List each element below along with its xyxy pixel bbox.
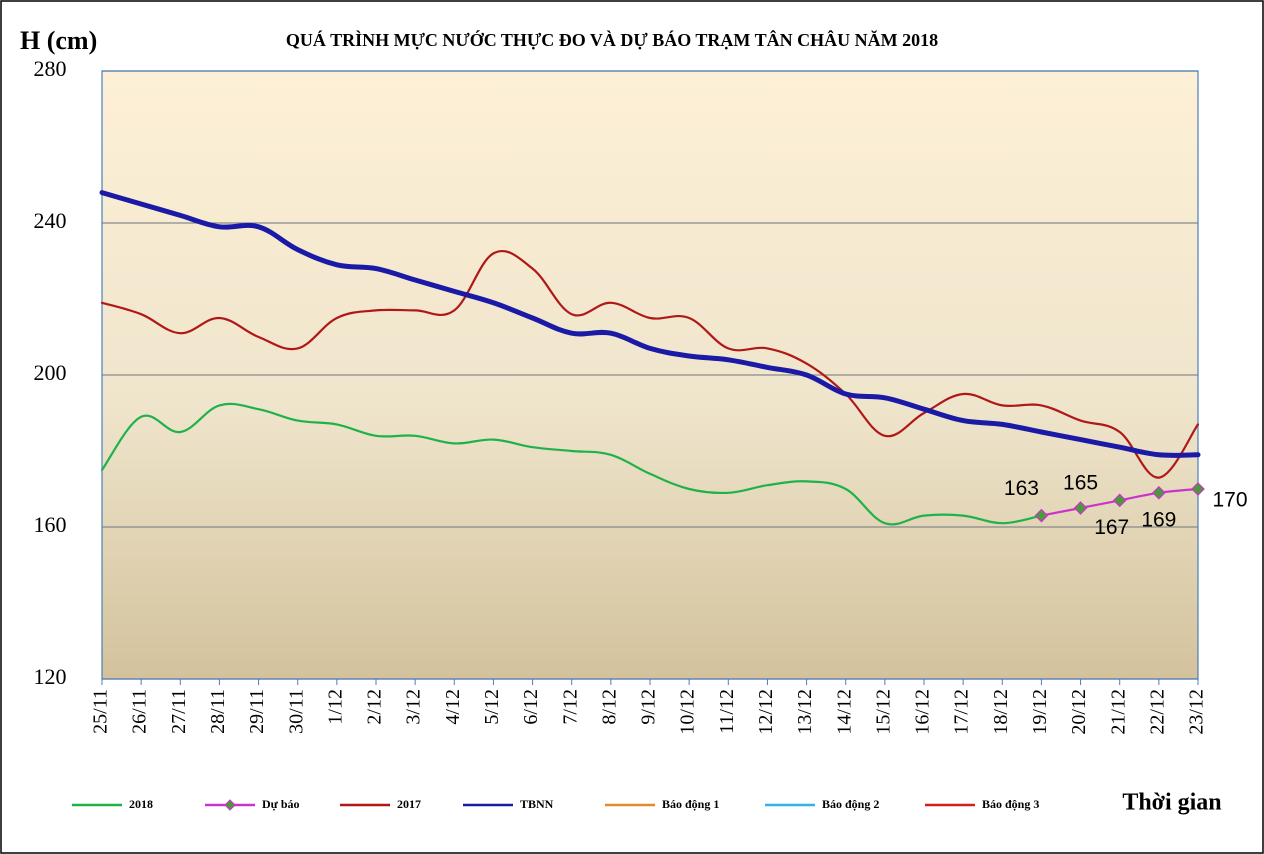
x-tick-label: 13/12 — [794, 689, 816, 735]
x-tick-label: 27/11 — [168, 689, 190, 734]
data-label: 165 — [1063, 472, 1098, 495]
x-tick-label: 26/11 — [129, 689, 151, 734]
x-tick-label: 29/11 — [246, 689, 268, 734]
x-tick-label: 17/12 — [951, 689, 973, 735]
chart-title: QUÁ TRÌNH MỰC NƯỚC THỰC ĐO VÀ DỰ BÁO TRẠ… — [286, 29, 938, 50]
x-tick-label: 5/12 — [481, 689, 503, 725]
x-tick-label: 25/11 — [90, 689, 112, 734]
x-tick-label: 15/12 — [872, 689, 894, 735]
x-tick-label: 11/12 — [716, 689, 738, 734]
x-tick-label: 3/12 — [403, 689, 425, 725]
legend-label: TBNN — [520, 797, 554, 811]
series-line — [100, 402, 1043, 526]
legend-label: Báo động 3 — [982, 797, 1039, 811]
x-tick-label: 9/12 — [638, 689, 660, 725]
data-label: 170 — [1212, 489, 1247, 512]
x-tick-label: 2/12 — [364, 689, 386, 725]
y-tick-label: 240 — [34, 208, 67, 233]
x-tick-label: 18/12 — [990, 689, 1012, 735]
y-tick-label: 200 — [34, 360, 67, 385]
x-axis-label: Thời gian — [1122, 790, 1221, 816]
legend-marker — [224, 799, 236, 811]
series-line — [100, 249, 1200, 479]
marker — [1191, 482, 1205, 496]
data-label: 169 — [1141, 508, 1176, 531]
x-tick-label: 7/12 — [559, 689, 581, 725]
y-axis-label: H (cm) — [20, 26, 97, 55]
marker — [1073, 501, 1088, 515]
x-tick-label: 23/12 — [1186, 689, 1208, 735]
x-tick-label: 10/12 — [677, 689, 699, 735]
y-tick-label: 280 — [34, 56, 67, 81]
x-tick-label: 4/12 — [442, 689, 464, 725]
x-tick-label: 21/12 — [1107, 689, 1129, 735]
legend-label: 2017 — [397, 797, 421, 811]
legend-label: Báo động 2 — [822, 797, 879, 811]
x-tick-label: 30/11 — [285, 689, 307, 734]
x-tick-label: 19/12 — [1029, 689, 1051, 735]
series-line — [99, 190, 1201, 458]
data-label: 167 — [1094, 516, 1129, 539]
x-tick-label: 1/12 — [324, 689, 346, 725]
marker — [1034, 508, 1049, 523]
x-tick-label: 28/11 — [207, 689, 229, 734]
data-label: 163 — [1004, 477, 1039, 500]
x-tick-label: 20/12 — [1068, 689, 1090, 735]
marker — [1152, 485, 1166, 500]
x-tick-label: 22/12 — [1146, 689, 1168, 735]
x-tick-label: 12/12 — [755, 689, 777, 735]
legend-label: 2018 — [129, 797, 153, 811]
marker — [1112, 493, 1127, 508]
y-tick-label: 160 — [34, 512, 67, 537]
legend-label: Báo động 1 — [662, 797, 719, 811]
x-tick-label: 8/12 — [598, 689, 620, 725]
x-tick-label: 6/12 — [520, 689, 542, 725]
x-tick-label: 16/12 — [912, 689, 934, 735]
x-tick-label: 14/12 — [833, 689, 855, 735]
legend-label: Dự báo — [262, 797, 300, 811]
y-tick-label: 120 — [34, 664, 67, 689]
